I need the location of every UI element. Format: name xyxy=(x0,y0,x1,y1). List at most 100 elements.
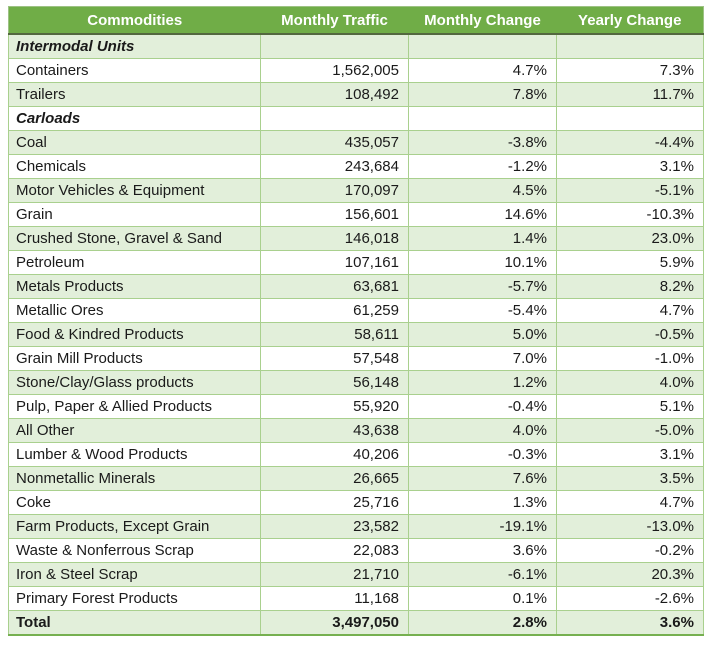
yearly-change-cell: -0.5% xyxy=(556,322,704,347)
monthly-change-cell: -3.8% xyxy=(408,130,557,155)
yearly-change-cell: -2.6% xyxy=(556,586,704,611)
commodity-cell: Grain xyxy=(8,202,261,227)
monthly-change-cell: -5.4% xyxy=(408,298,557,323)
monthly-change-cell: 4.0% xyxy=(408,418,557,443)
yearly-change-cell xyxy=(556,106,704,131)
commodity-cell: Primary Forest Products xyxy=(8,586,261,611)
monthly-traffic-cell xyxy=(260,33,409,59)
table-row: Coal 435,057 -3.8% -4.4% xyxy=(8,130,704,155)
commodity-cell: Crushed Stone, Gravel & Sand xyxy=(8,226,261,251)
monthly-change-cell: 4.7% xyxy=(408,58,557,83)
monthly-traffic-cell: 63,681 xyxy=(260,274,409,299)
monthly-traffic-cell: 26,665 xyxy=(260,466,409,491)
monthly-traffic-cell: 435,057 xyxy=(260,130,409,155)
commodities-table: Commodities Monthly Traffic Monthly Chan… xyxy=(8,6,704,636)
commodities-table-container: Commodities Monthly Traffic Monthly Chan… xyxy=(8,6,704,636)
yearly-change-cell: 3.1% xyxy=(556,442,704,467)
monthly-change-cell: -19.1% xyxy=(408,514,557,539)
table-row: Metals Products 63,681 -5.7% 8.2% xyxy=(8,274,704,299)
commodity-cell: Nonmetallic Minerals xyxy=(8,466,261,491)
yearly-change-cell: 3.6% xyxy=(556,610,704,636)
monthly-traffic-cell: 57,548 xyxy=(260,346,409,371)
commodity-cell: Coal xyxy=(8,130,261,155)
column-header-monthly-change: Monthly Change xyxy=(408,6,557,35)
commodities-table-body: Intermodal Units Containers 1,562,005 4.7% 7… xyxy=(8,33,704,636)
monthly-traffic-cell: 22,083 xyxy=(260,538,409,563)
commodity-cell: Food & Kindred Products xyxy=(8,322,261,347)
monthly-traffic-cell: 43,638 xyxy=(260,418,409,443)
table-row: Stone/Clay/Glass products 56,148 1.2% 4.0% xyxy=(8,370,704,395)
yearly-change-cell: 8.2% xyxy=(556,274,704,299)
monthly-change-cell: 0.1% xyxy=(408,586,557,611)
total-row: Total 3,497,050 2.8% 3.6% xyxy=(8,610,704,636)
monthly-traffic-cell: 61,259 xyxy=(260,298,409,323)
commodity-cell: Lumber & Wood Products xyxy=(8,442,261,467)
table-row: All Other 43,638 4.0% -5.0% xyxy=(8,418,704,443)
section-row: Carloads xyxy=(8,106,704,131)
monthly-traffic-cell: 146,018 xyxy=(260,226,409,251)
table-row: Metallic Ores 61,259 -5.4% 4.7% xyxy=(8,298,704,323)
commodity-cell: Carloads xyxy=(8,106,261,131)
commodity-cell: Iron & Steel Scrap xyxy=(8,562,261,587)
yearly-change-cell: 4.0% xyxy=(556,370,704,395)
monthly-change-cell: 7.8% xyxy=(408,82,557,107)
monthly-traffic-cell: 3,497,050 xyxy=(260,610,409,636)
table-row: Pulp, Paper & Allied Products 55,920 -0.4%… xyxy=(8,394,704,419)
monthly-change-cell: 2.8% xyxy=(408,610,557,636)
monthly-traffic-cell: 40,206 xyxy=(260,442,409,467)
monthly-change-cell: -6.1% xyxy=(408,562,557,587)
table-row: Farm Products, Except Grain 23,582 -19.1% -… xyxy=(8,514,704,539)
commodity-cell: Metallic Ores xyxy=(8,298,261,323)
commodity-cell: Motor Vehicles & Equipment xyxy=(8,178,261,203)
commodity-cell: Chemicals xyxy=(8,154,261,179)
monthly-change-cell xyxy=(408,106,557,131)
monthly-traffic-cell: 170,097 xyxy=(260,178,409,203)
yearly-change-cell: 11.7% xyxy=(556,82,704,107)
commodity-cell: Grain Mill Products xyxy=(8,346,261,371)
table-row: Crushed Stone, Gravel & Sand 146,018 1.4% 2… xyxy=(8,226,704,251)
monthly-change-cell: -5.7% xyxy=(408,274,557,299)
table-row: Food & Kindred Products 58,611 5.0% -0.5% xyxy=(8,322,704,347)
yearly-change-cell: -1.0% xyxy=(556,346,704,371)
yearly-change-cell: 3.5% xyxy=(556,466,704,491)
commodity-cell: Total xyxy=(8,610,261,636)
table-header-row: Commodities Monthly Traffic Monthly Chan… xyxy=(8,6,704,35)
commodity-cell: Metals Products xyxy=(8,274,261,299)
yearly-change-cell: -13.0% xyxy=(556,514,704,539)
yearly-change-cell: 20.3% xyxy=(556,562,704,587)
commodity-cell: All Other xyxy=(8,418,261,443)
table-row: Grain 156,601 14.6% -10.3% xyxy=(8,202,704,227)
monthly-traffic-cell: 55,920 xyxy=(260,394,409,419)
yearly-change-cell: -5.1% xyxy=(556,178,704,203)
monthly-change-cell xyxy=(408,33,557,59)
table-row: Nonmetallic Minerals 26,665 7.6% 3.5% xyxy=(8,466,704,491)
yearly-change-cell: 4.7% xyxy=(556,298,704,323)
table-row: Petroleum 107,161 10.1% 5.9% xyxy=(8,250,704,275)
monthly-traffic-cell: 21,710 xyxy=(260,562,409,587)
monthly-change-cell: 1.2% xyxy=(408,370,557,395)
yearly-change-cell: 23.0% xyxy=(556,226,704,251)
monthly-change-cell: -0.4% xyxy=(408,394,557,419)
monthly-traffic-cell: 107,161 xyxy=(260,250,409,275)
monthly-change-cell: -1.2% xyxy=(408,154,557,179)
yearly-change-cell: 3.1% xyxy=(556,154,704,179)
monthly-traffic-cell: 58,611 xyxy=(260,322,409,347)
commodity-cell: Containers xyxy=(8,58,261,83)
monthly-traffic-cell xyxy=(260,106,409,131)
table-row: Waste & Nonferrous Scrap 22,083 3.6% -0.2% xyxy=(8,538,704,563)
monthly-change-cell: -0.3% xyxy=(408,442,557,467)
table-row: Lumber & Wood Products 40,206 -0.3% 3.1% xyxy=(8,442,704,467)
commodity-cell: Farm Products, Except Grain xyxy=(8,514,261,539)
yearly-change-cell: -4.4% xyxy=(556,130,704,155)
monthly-traffic-cell: 156,601 xyxy=(260,202,409,227)
monthly-change-cell: 5.0% xyxy=(408,322,557,347)
table-row: Iron & Steel Scrap 21,710 -6.1% 20.3% xyxy=(8,562,704,587)
table-row: Grain Mill Products 57,548 7.0% -1.0% xyxy=(8,346,704,371)
yearly-change-cell: -5.0% xyxy=(556,418,704,443)
monthly-traffic-cell: 25,716 xyxy=(260,490,409,515)
column-header-yearly-change: Yearly Change xyxy=(556,6,704,35)
monthly-change-cell: 7.0% xyxy=(408,346,557,371)
monthly-change-cell: 14.6% xyxy=(408,202,557,227)
column-header-commodities: Commodities xyxy=(8,6,261,35)
commodity-cell: Intermodal Units xyxy=(8,33,261,59)
